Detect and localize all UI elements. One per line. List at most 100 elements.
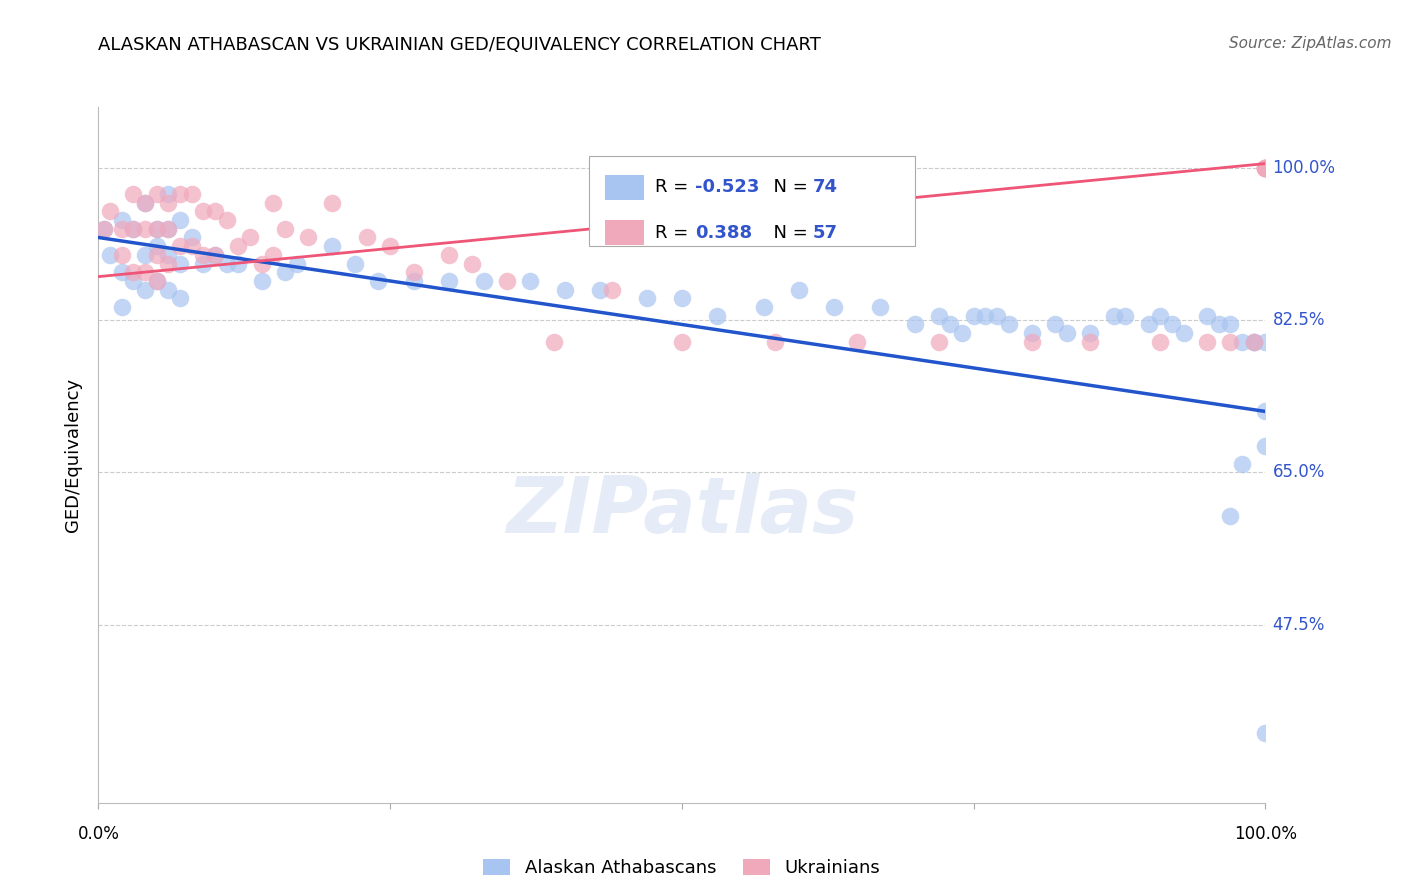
Point	[285, 257, 308, 271]
Point	[1230, 457, 1253, 471]
Text: N =: N =	[762, 224, 814, 242]
Point	[134, 283, 156, 297]
Point	[636, 291, 658, 305]
Point	[472, 274, 495, 288]
Point	[146, 187, 169, 202]
Text: 0.388: 0.388	[695, 224, 752, 242]
Point	[1254, 726, 1277, 740]
Text: 47.5%: 47.5%	[1272, 615, 1324, 633]
Point	[1045, 318, 1067, 332]
Point	[146, 221, 169, 235]
Point	[1230, 334, 1253, 349]
Point	[193, 248, 215, 262]
Point	[823, 300, 845, 314]
Point	[169, 291, 191, 305]
Text: ALASKAN ATHABASCAN VS UKRAINIAN GED/EQUIVALENCY CORRELATION CHART: ALASKAN ATHABASCAN VS UKRAINIAN GED/EQUI…	[98, 36, 821, 54]
Point	[122, 265, 145, 279]
Point	[134, 248, 156, 262]
Point	[1021, 326, 1043, 340]
Y-axis label: GED/Equivalency: GED/Equivalency	[65, 378, 83, 532]
Point	[495, 274, 517, 288]
Point	[204, 248, 226, 262]
Point	[1080, 326, 1102, 340]
Point	[974, 309, 997, 323]
Point	[939, 318, 962, 332]
Point	[111, 248, 134, 262]
Point	[950, 326, 973, 340]
Point	[122, 221, 145, 235]
Point	[997, 318, 1019, 332]
Point	[98, 248, 121, 262]
Point	[928, 309, 950, 323]
Point	[543, 334, 565, 349]
Text: N =: N =	[762, 178, 814, 196]
Point	[1137, 318, 1160, 332]
Point	[763, 334, 786, 349]
Point	[1195, 334, 1218, 349]
Point	[111, 265, 134, 279]
Point	[1254, 161, 1277, 175]
Point	[169, 257, 191, 271]
Text: Source: ZipAtlas.com: Source: ZipAtlas.com	[1229, 36, 1392, 51]
Text: 57: 57	[813, 224, 838, 242]
Point	[845, 334, 868, 349]
Point	[437, 274, 460, 288]
Point	[157, 221, 180, 235]
Point	[146, 274, 169, 288]
Text: R =: R =	[655, 224, 700, 242]
Point	[1254, 404, 1277, 418]
Point	[180, 187, 202, 202]
Point	[98, 204, 121, 219]
Point	[461, 257, 484, 271]
Point	[134, 195, 156, 210]
Point	[157, 221, 180, 235]
Point	[274, 265, 297, 279]
Point	[215, 257, 238, 271]
Text: R =: R =	[655, 178, 695, 196]
Point	[1219, 508, 1241, 523]
Point	[1219, 334, 1241, 349]
Point	[344, 257, 367, 271]
Text: 74: 74	[813, 178, 838, 196]
Text: 100.0%: 100.0%	[1234, 825, 1296, 843]
Point	[146, 248, 169, 262]
Point	[262, 248, 284, 262]
Point	[1114, 309, 1136, 323]
Point	[250, 257, 273, 271]
Point	[157, 283, 180, 297]
Point	[1254, 161, 1277, 175]
Point	[1173, 326, 1195, 340]
Point	[157, 248, 180, 262]
Point	[869, 300, 891, 314]
Point	[752, 300, 775, 314]
Point	[1208, 318, 1230, 332]
Point	[204, 248, 226, 262]
Point	[1161, 318, 1184, 332]
Point	[1021, 334, 1043, 349]
Point	[193, 204, 215, 219]
Point	[204, 204, 226, 219]
Point	[111, 221, 134, 235]
Point	[215, 213, 238, 227]
Point	[787, 283, 810, 297]
Point	[169, 187, 191, 202]
Point	[1243, 334, 1265, 349]
Point	[402, 274, 425, 288]
Point	[904, 318, 927, 332]
Point	[239, 230, 262, 244]
Text: 100.0%: 100.0%	[1272, 159, 1336, 177]
Text: 65.0%: 65.0%	[1272, 463, 1324, 482]
Point	[600, 283, 623, 297]
Point	[928, 334, 950, 349]
Point	[111, 300, 134, 314]
Point	[228, 257, 250, 271]
Text: 0.0%: 0.0%	[77, 825, 120, 843]
Point	[986, 309, 1008, 323]
Point	[228, 239, 250, 253]
Point	[157, 257, 180, 271]
Point	[157, 195, 180, 210]
Point	[321, 195, 343, 210]
Point	[274, 221, 297, 235]
Point	[157, 187, 180, 202]
Point	[169, 239, 191, 253]
